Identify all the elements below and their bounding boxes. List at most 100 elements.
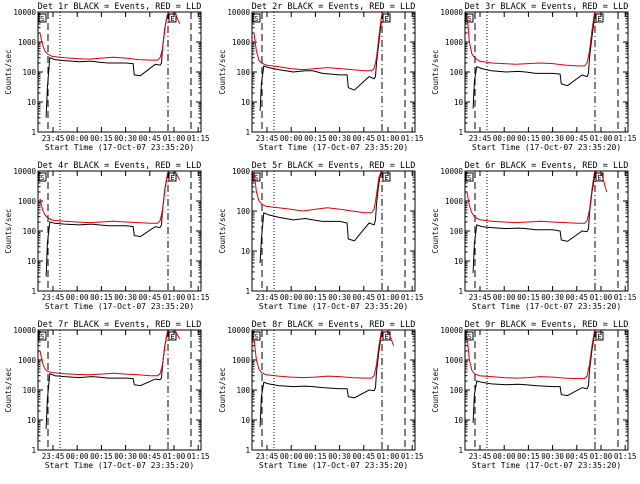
- end-marker-label: E: [384, 15, 388, 23]
- plot-frame: [37, 11, 202, 133]
- y-tick-label: 10: [454, 98, 464, 107]
- y-tick-label: 10: [27, 416, 37, 425]
- x-tick-label: 00:30: [114, 452, 137, 461]
- chart-title: Det 5r BLACK = Events, RED = LLD: [252, 161, 416, 171]
- plot-frame: [251, 11, 416, 133]
- x-axis-label: Start Time (17-Oct-07 23:35:20): [472, 143, 621, 152]
- y-tick-label: 10000: [227, 326, 250, 335]
- x-tick-label: 01:15: [614, 452, 637, 461]
- start-marker-label: S: [254, 15, 258, 23]
- x-tick-label: 00:00: [66, 293, 89, 302]
- x-tick-label: 00:00: [493, 293, 516, 302]
- y-tick-label: 10000: [13, 167, 36, 176]
- chart-title: Det 4r BLACK = Events, RED = LLD: [38, 161, 202, 171]
- x-tick-label: 01:00: [377, 134, 400, 143]
- y-tick-label: 1: [458, 446, 463, 455]
- start-marker-box: [38, 331, 47, 341]
- start-marker-label: S: [40, 333, 44, 341]
- start-marker-label: S: [467, 174, 471, 182]
- x-tick-label: 00:45: [566, 134, 589, 143]
- x-axis-label: Start Time (17-Oct-07 23:35:20): [45, 461, 194, 470]
- plot-frame: [464, 11, 629, 133]
- x-tick-label: 23:45: [42, 293, 65, 302]
- x-tick-label: 01:00: [590, 452, 613, 461]
- x-axis-label: Start Time (17-Oct-07 23:35:20): [472, 461, 621, 470]
- x-tick-label: 00:15: [90, 452, 113, 461]
- x-tick-label: 00:30: [541, 452, 564, 461]
- x-tick-label: 00:00: [493, 134, 516, 143]
- x-tick-label: 23:45: [469, 134, 492, 143]
- y-axis-label: Counts/sec: [4, 49, 13, 94]
- lld-series-line: [39, 12, 181, 61]
- chart-panel-7: Det 7r BLACK = Events, RED = LLD 1 10 100 10…: [4, 320, 209, 470]
- x-tick-label: 00:30: [328, 452, 351, 461]
- x-tick-label: 01:00: [163, 452, 186, 461]
- y-tick-label: 100: [22, 68, 36, 77]
- start-marker-label: S: [467, 15, 471, 23]
- x-tick-label: 00:30: [541, 293, 564, 302]
- y-axis-label: Counts/sec: [4, 208, 13, 253]
- end-marker-label: E: [597, 174, 601, 182]
- x-tick-label: 00:30: [328, 134, 351, 143]
- plot-frame: [251, 329, 416, 451]
- y-tick-label: 10: [454, 416, 464, 425]
- end-marker-box: [168, 172, 177, 182]
- plot-frame: [37, 170, 202, 292]
- events-series-line: [472, 171, 597, 273]
- x-tick-label: 00:00: [280, 293, 303, 302]
- x-tick-label: 01:15: [614, 293, 637, 302]
- start-marker-label: S: [254, 333, 258, 341]
- events-series-line: [45, 12, 170, 118]
- start-marker-box: [465, 13, 474, 23]
- y-axis-label: Counts/sec: [431, 208, 440, 253]
- end-marker-label: E: [597, 15, 601, 23]
- y-axis-label: Counts/sec: [431, 367, 440, 412]
- x-axis-label: Start Time (17-Oct-07 23:35:20): [472, 302, 621, 311]
- x-tick-label: 00:00: [493, 452, 516, 461]
- chart-panel-4: Det 4r BLACK = Events, RED = LLD 1 10 100 10…: [4, 161, 209, 311]
- x-tick-label: 00:00: [66, 134, 89, 143]
- y-tick-label: 1: [245, 128, 250, 137]
- x-tick-label: 00:15: [304, 293, 327, 302]
- x-tick-label: 01:15: [614, 134, 637, 143]
- y-tick-label: 1000: [232, 167, 251, 176]
- x-tick-label: 01:00: [377, 293, 400, 302]
- chart-title: Det 2r BLACK = Events, RED = LLD: [252, 2, 416, 12]
- y-tick-label: 10000: [227, 8, 250, 17]
- end-marker-box: [382, 13, 391, 23]
- x-tick-label: 01:00: [163, 293, 186, 302]
- events-series-line: [472, 18, 595, 109]
- y-tick-label: 1: [458, 128, 463, 137]
- y-tick-label: 10000: [440, 8, 463, 17]
- y-tick-label: 10: [27, 257, 37, 266]
- end-marker-label: E: [384, 333, 388, 341]
- x-tick-label: 01:15: [187, 452, 210, 461]
- y-axis-label: Counts/sec: [218, 208, 227, 253]
- x-tick-label: 00:15: [517, 134, 540, 143]
- end-marker-box: [168, 331, 177, 341]
- y-tick-label: 100: [236, 386, 250, 395]
- y-axis-label: Counts/sec: [431, 49, 440, 94]
- chart-panel-5: Det 5r BLACK = Events, RED = LLD 1 10 100 10…: [218, 161, 423, 311]
- lld-series-line: [253, 171, 382, 214]
- y-tick-label: 1000: [445, 356, 464, 365]
- x-tick-label: 00:00: [280, 452, 303, 461]
- start-marker-box: [252, 331, 261, 341]
- events-series-line: [45, 330, 170, 430]
- y-tick-label: 1000: [445, 38, 464, 47]
- chart-title: Det 7r BLACK = Events, RED = LLD: [38, 320, 202, 330]
- x-tick-label: 23:45: [256, 293, 279, 302]
- y-tick-label: 10: [454, 257, 464, 266]
- x-tick-label: 00:45: [353, 452, 376, 461]
- y-tick-label: 1: [245, 446, 250, 455]
- lld-series-line: [466, 12, 596, 67]
- x-tick-label: 23:45: [469, 452, 492, 461]
- plot-frame: [37, 329, 202, 451]
- y-tick-label: 10: [241, 98, 251, 107]
- end-marker-box: [382, 172, 391, 182]
- y-tick-label: 10000: [440, 326, 463, 335]
- y-tick-label: 100: [22, 386, 36, 395]
- y-tick-label: 100: [236, 68, 250, 77]
- end-marker-label: E: [170, 174, 174, 182]
